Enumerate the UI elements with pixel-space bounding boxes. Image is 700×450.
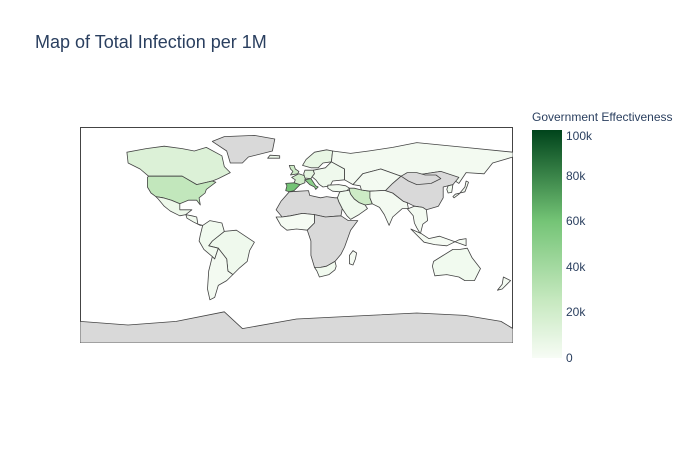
region-antarctica[interactable] xyxy=(80,311,513,343)
colorbar-tick-label: 40k xyxy=(566,259,586,274)
region-korea[interactable] xyxy=(446,184,454,194)
region-indonesia[interactable] xyxy=(410,228,467,247)
region-madagascar[interactable] xyxy=(348,250,358,266)
regions-layer xyxy=(80,134,513,343)
region-southern-cone[interactable] xyxy=(207,247,234,301)
colorbar-tick-label: 20k xyxy=(566,305,586,320)
region-japan[interactable] xyxy=(452,180,469,199)
colorbar: Government Effectiveness 100k 80k 60k 40k 20… xyxy=(532,110,700,370)
region-new-zealand[interactable] xyxy=(496,276,512,291)
region-italy[interactable] xyxy=(304,178,319,190)
colorbar-gradient xyxy=(532,130,562,358)
region-united-kingdom[interactable] xyxy=(288,165,300,176)
region-mongolia[interactable] xyxy=(400,172,442,185)
colorbar-tick-label: 0 xyxy=(566,351,573,365)
region-australia[interactable] xyxy=(431,247,481,282)
region-canada[interactable] xyxy=(126,145,231,185)
colorbar-tick-label: 100k xyxy=(566,129,593,143)
chart-title: Map of Total Infection per 1M xyxy=(35,32,267,52)
region-greenland[interactable] xyxy=(211,134,276,164)
region-mexico[interactable] xyxy=(155,196,193,217)
colorbar-tick-label: 60k xyxy=(566,214,586,229)
world-map xyxy=(80,127,513,343)
map-canvas xyxy=(80,127,513,343)
region-russia[interactable] xyxy=(330,142,513,185)
region-sub-saharan-africa[interactable] xyxy=(306,214,359,268)
region-iceland[interactable] xyxy=(267,154,281,159)
region-south-africa[interactable] xyxy=(314,260,337,278)
colorbar-title: Government Effectiveness xyxy=(532,110,673,124)
region-france[interactable] xyxy=(291,173,307,185)
region-southeast-asia[interactable] xyxy=(406,205,429,235)
colorbar-tick-label: 80k xyxy=(566,168,586,183)
